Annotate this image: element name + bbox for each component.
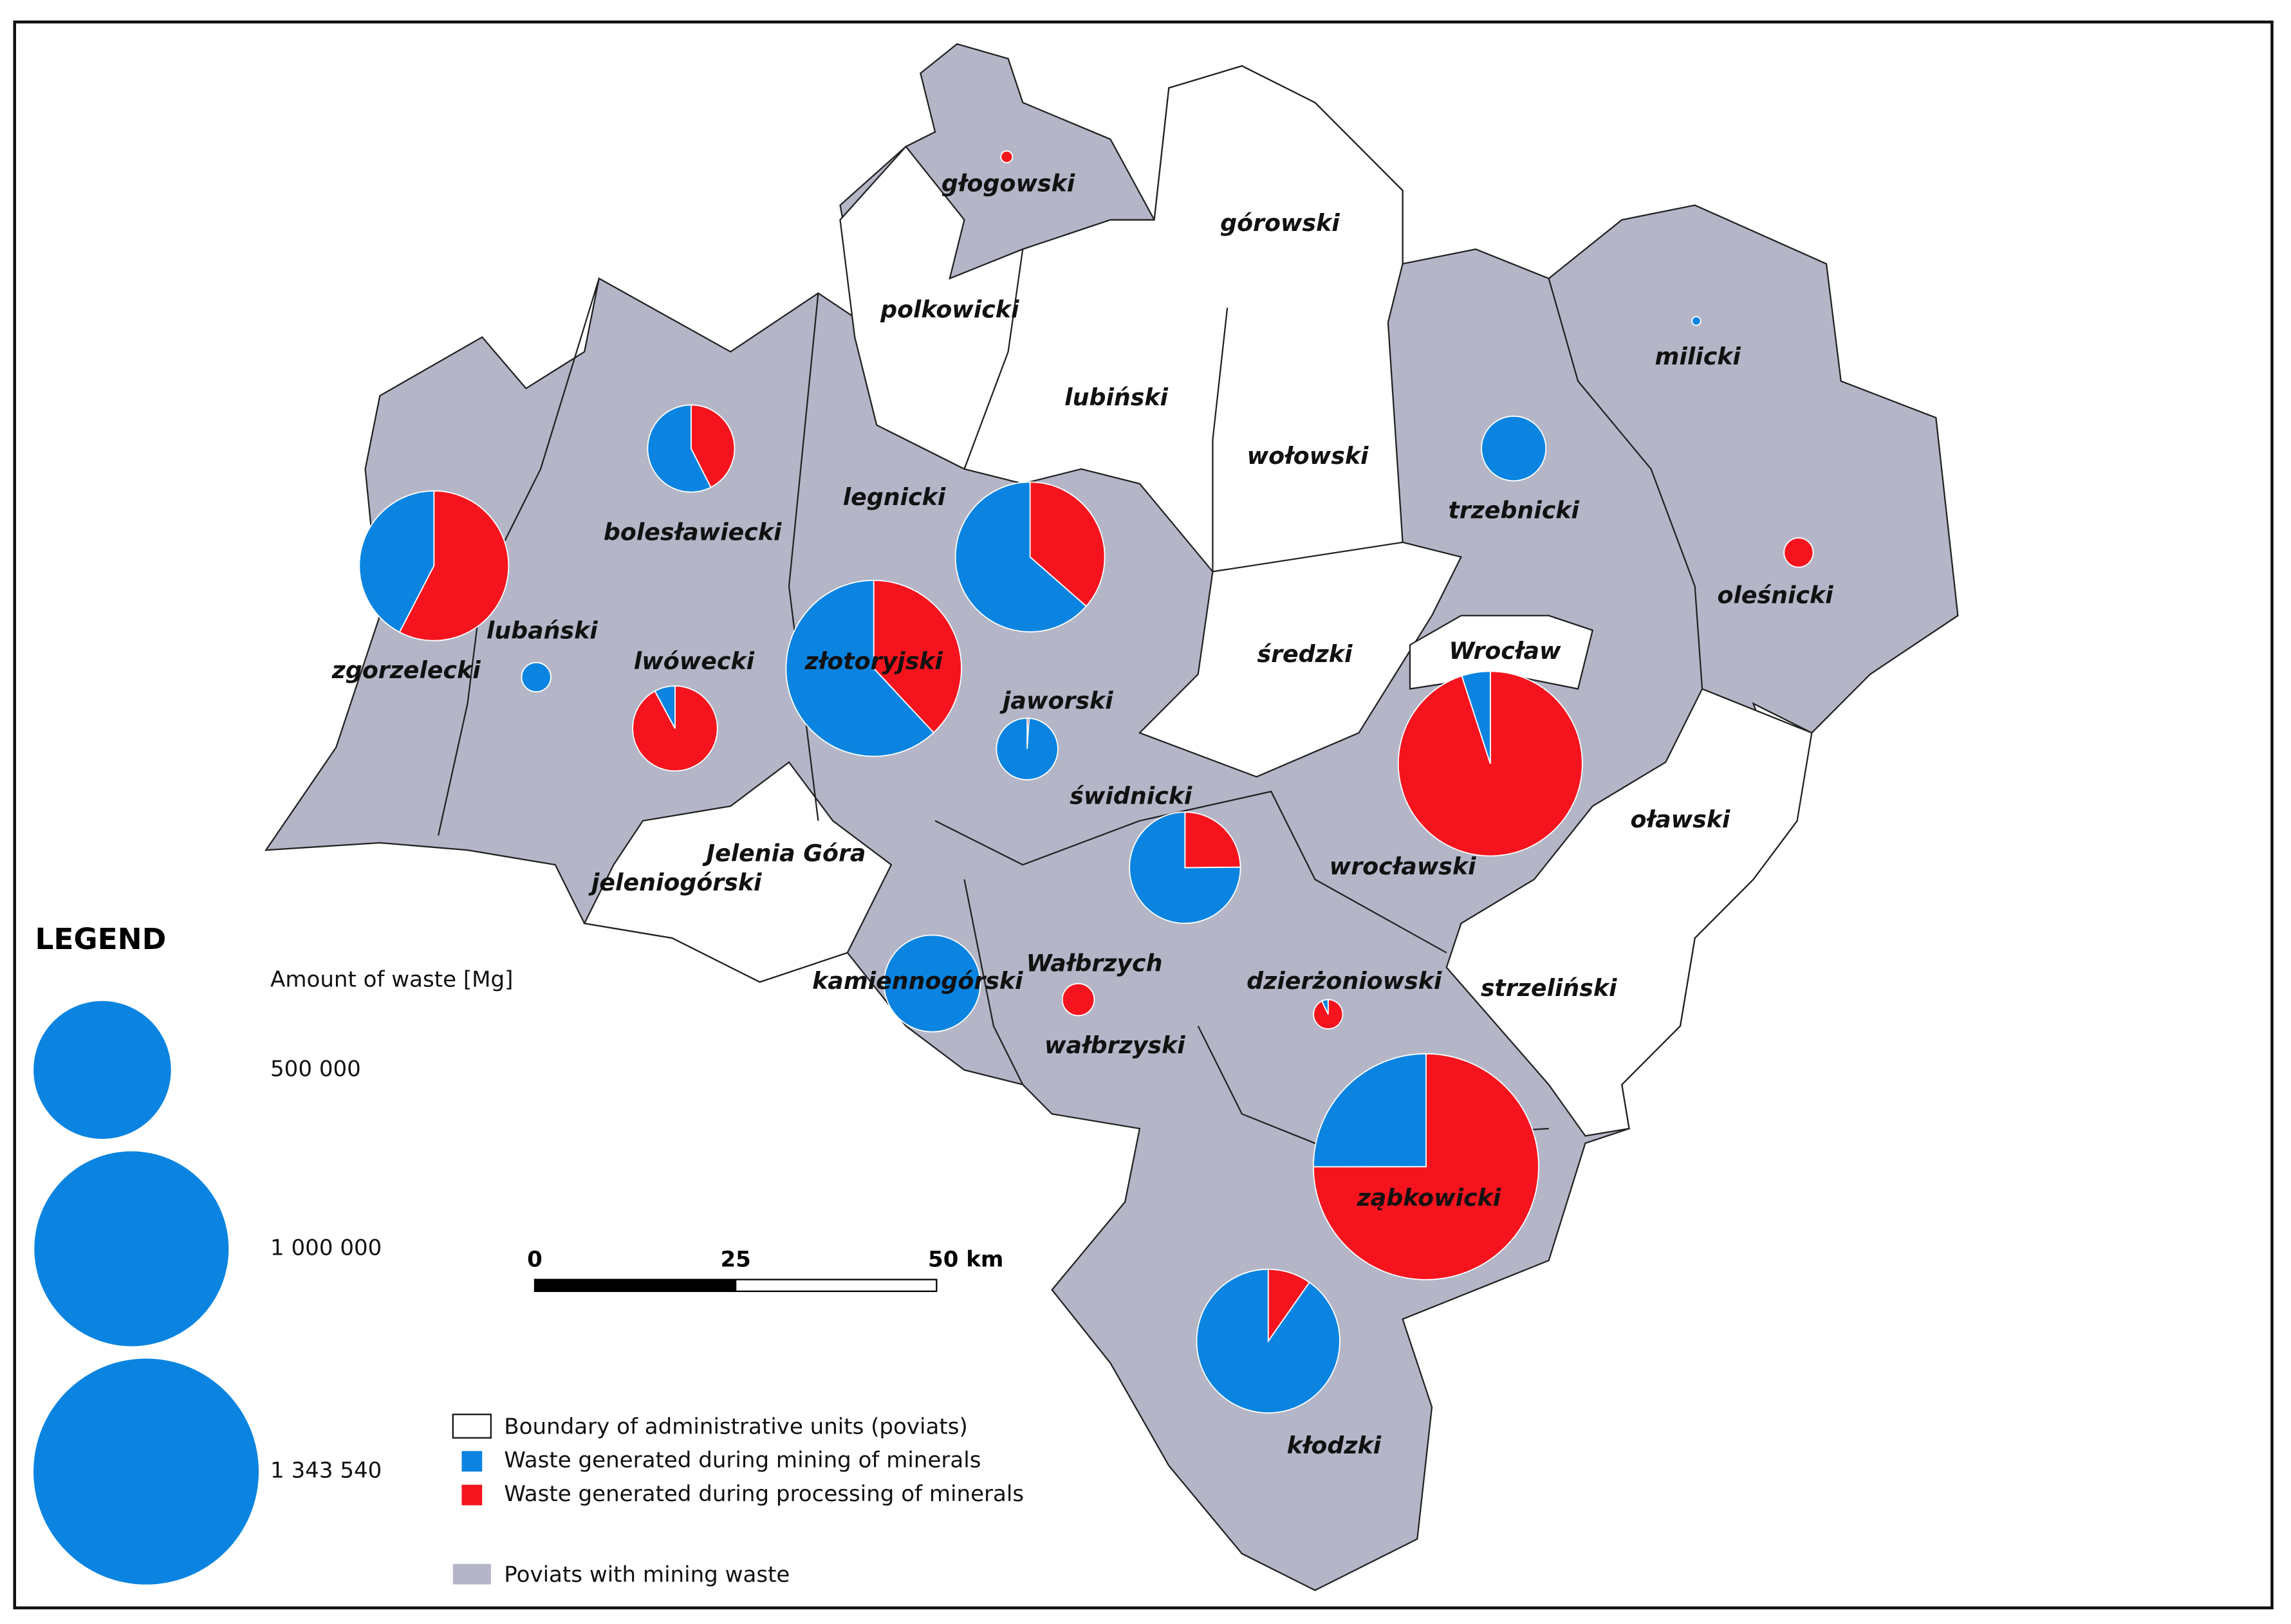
mining-slice: [996, 717, 1059, 780]
poviat-label: kłodzki: [1287, 1432, 1382, 1459]
poviat-label: dzierżoniowski: [1247, 967, 1442, 995]
poviat-label: lubański: [487, 616, 598, 644]
poviat-label: polkowicki: [880, 295, 1019, 323]
legend-swatch: [452, 1414, 492, 1439]
mining-slice: [785, 580, 935, 757]
poviat-boundary: [963, 249, 1024, 470]
mining-slice: [1461, 670, 1491, 764]
poviats-without-waste: [839, 65, 1463, 778]
poviat-label: lwówecki: [634, 647, 755, 675]
processing-slice: [1029, 481, 1106, 607]
poviat-label: milicki: [1655, 342, 1741, 370]
scale-bar-label: 0: [527, 1247, 543, 1273]
mining-slice: [1691, 316, 1702, 326]
poviat-boundary: [1548, 278, 1703, 689]
mining-slice: [654, 685, 676, 729]
scale-bar-segment: [735, 1278, 938, 1293]
poviat-label: oławski: [1631, 806, 1730, 833]
poviat-label: lubiński: [1064, 383, 1168, 411]
legend-swatch: [461, 1451, 483, 1472]
legend-size-circle: [34, 1151, 229, 1347]
poviat-label: kamiennogórski: [812, 967, 1023, 995]
mining-slice: [1196, 1268, 1340, 1414]
scale-bar-segment: [533, 1278, 737, 1293]
poviat-boundary: [788, 293, 819, 821]
legend-size-label: 1 343 540: [270, 1458, 382, 1484]
poviat-label: bolesławiecki: [604, 519, 782, 546]
poviat-label: jaworski: [999, 687, 1113, 715]
poviat-label: średzki: [1257, 640, 1353, 668]
poviat-label: ząbkowicki: [1357, 1184, 1501, 1212]
poviat-label: głogowski: [941, 169, 1075, 197]
legend-entry: Waste generated during mining of mineral…: [504, 1448, 981, 1473]
mining-slice: [1129, 811, 1241, 924]
poviat-label: świdnicki: [1070, 782, 1192, 810]
poviat-label: Jelenia Góra: [702, 840, 866, 867]
mining-slice: [647, 404, 712, 493]
processing-slice: [690, 404, 736, 488]
processing-slice: [873, 580, 962, 734]
poviats-without-waste: [583, 761, 893, 983]
poviat-label: górowski: [1220, 209, 1340, 237]
processing-slice: [1783, 537, 1814, 568]
legend-size-circle: [33, 1358, 259, 1585]
legend-size-circle: [33, 1001, 171, 1140]
legend-entry: Boundary of administrative units (poviat…: [504, 1414, 967, 1439]
mining-slice: [358, 490, 435, 633]
poviat-boundary: [1212, 541, 1403, 573]
processing-slice: [1061, 983, 1095, 1017]
mining-slice: [1313, 1053, 1427, 1168]
mining-slice: [1481, 415, 1547, 482]
poviat-boundary: [1212, 308, 1229, 572]
mining-slice: [521, 661, 552, 693]
poviats-without-waste: [1409, 614, 1594, 690]
poviat-boundary: [963, 879, 1024, 1085]
legend-swatch: [452, 1564, 491, 1585]
poviat-label: wołowski: [1247, 442, 1369, 470]
mining-slice: [1321, 999, 1329, 1015]
legend-subtitle: Amount of waste [Mg]: [270, 966, 513, 992]
processing-slice: [1184, 811, 1241, 869]
poviat-label: wałbrzyski: [1044, 1031, 1185, 1059]
poviat-label: strzeliński: [1481, 974, 1617, 1002]
poviat-label: jeleniogórski: [588, 869, 762, 896]
legend-size-label: 1 000 000: [270, 1235, 382, 1260]
legend-size-label: 500 000: [270, 1056, 361, 1082]
poviat-label: złotoryjski: [804, 647, 943, 675]
mining-slice: [883, 934, 981, 1033]
poviat-label: Wrocław: [1449, 637, 1561, 665]
poviat-label: wrocławski: [1330, 853, 1476, 880]
legend-swatch: [461, 1484, 483, 1506]
poviat-boundary: [934, 790, 1447, 954]
mining-slice: [954, 481, 1088, 632]
poviat-label: oleśnicki: [1718, 582, 1834, 609]
processing-slice: [1313, 1053, 1539, 1280]
poviat-label: legnicki: [843, 483, 946, 511]
poviat-label: zgorzelecki: [331, 656, 481, 684]
scale-bar-label: 50 km: [928, 1247, 1003, 1273]
processing-slice: [398, 490, 510, 641]
scale-bar-label: 25: [720, 1247, 750, 1273]
poviat-label: Wałbrzych: [1026, 949, 1163, 977]
legend-entry: Waste generated during processing of min…: [504, 1481, 1024, 1507]
poviat-label: trzebnicki: [1448, 496, 1579, 524]
processing-slice: [1000, 150, 1014, 163]
poviats-without-waste: [1445, 688, 1813, 1137]
legend-title: LEGEND: [35, 922, 166, 956]
legend-entry: Poviats with mining waste: [504, 1562, 790, 1587]
